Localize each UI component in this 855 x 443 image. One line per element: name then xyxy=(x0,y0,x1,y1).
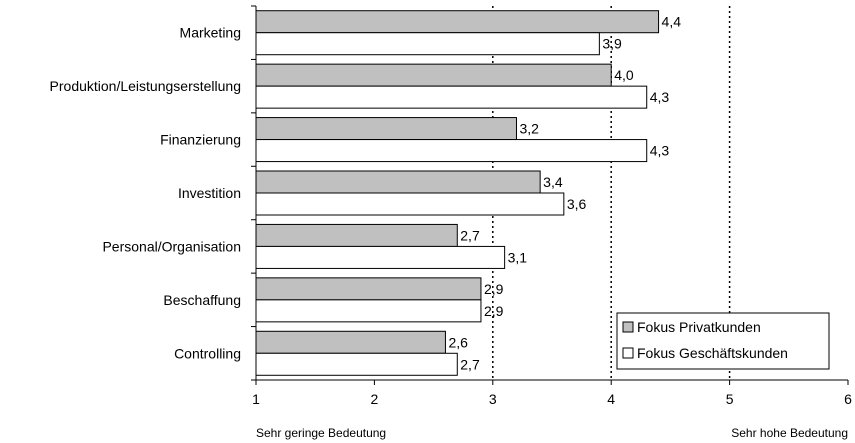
bar-geschaeftskunden xyxy=(255,245,506,269)
bar-privatkunden xyxy=(255,223,458,247)
bar-geschaeftskunden xyxy=(255,299,482,323)
data-label: 4,3 xyxy=(650,89,670,105)
data-label: 3,6 xyxy=(567,196,587,212)
category-label: Produktion/Leistungserstellung xyxy=(50,78,241,94)
data-label: 3,1 xyxy=(508,249,528,265)
bar-privatkunden xyxy=(255,117,517,141)
x-tick-label: 1 xyxy=(252,391,260,407)
legend: Fokus Privatkunden Fokus Geschäftskunden xyxy=(616,312,830,370)
bar-geschaeftskunden xyxy=(255,352,458,376)
bar-geschaeftskunden xyxy=(255,139,648,163)
category-label: Personal/Organisation xyxy=(102,238,241,254)
data-label: 2,9 xyxy=(484,281,504,297)
data-label: 3,4 xyxy=(543,174,563,190)
data-label: 4,0 xyxy=(614,67,634,83)
data-label: 4,3 xyxy=(650,143,670,159)
category-label: Investition xyxy=(178,185,241,201)
legend-box xyxy=(616,312,830,370)
scale-note-high: Sehr hohe Bedeutung xyxy=(731,426,848,440)
data-label: 2,7 xyxy=(460,227,480,243)
data-label: 3,9 xyxy=(602,36,622,52)
bar-privatkunden xyxy=(255,63,612,87)
category-label: Controlling xyxy=(174,345,241,361)
scale-note-low: Sehr geringe Bedeutung xyxy=(256,426,386,440)
bar-privatkunden xyxy=(255,170,541,194)
bar-geschaeftskunden xyxy=(255,85,648,109)
legend-swatch-geschaeftskunden xyxy=(622,347,634,359)
bar-geschaeftskunden xyxy=(255,192,565,216)
x-tick-label: 4 xyxy=(607,391,615,407)
data-label: 2,7 xyxy=(460,356,480,372)
category-label: Finanzierung xyxy=(160,132,241,148)
x-tick-label: 5 xyxy=(726,391,734,407)
legend-label-privatkunden: Fokus Privatkunden xyxy=(637,319,761,335)
category-labels: Marketing Produktion/Leistungserstellung F… xyxy=(50,25,241,362)
data-label: 2,6 xyxy=(448,334,468,350)
x-tick-label: 3 xyxy=(489,391,497,407)
category-label: Marketing xyxy=(180,25,241,41)
data-label: 3,2 xyxy=(519,121,539,137)
bar-privatkunden xyxy=(255,330,446,354)
bars: 4,43,94,04,33,24,33,43,62,73,12,92,92,62… xyxy=(255,10,682,376)
x-axis: 1 2 3 4 5 6 xyxy=(251,5,852,407)
legend-label-geschaeftskunden: Fokus Geschäftskunden xyxy=(637,345,788,361)
bar-privatkunden xyxy=(255,10,660,34)
data-label: 4,4 xyxy=(662,14,682,30)
x-tick-label: 6 xyxy=(844,391,852,407)
axis-notes: Sehr geringe Bedeutung Sehr hohe Bedeutu… xyxy=(256,426,848,440)
category-label: Beschaffung xyxy=(163,292,241,308)
data-label: 2,9 xyxy=(484,303,504,319)
bar-geschaeftskunden xyxy=(255,32,600,56)
bar-privatkunden xyxy=(255,277,482,301)
legend-swatch-privatkunden xyxy=(622,321,634,333)
x-tick-label: 2 xyxy=(371,391,379,407)
